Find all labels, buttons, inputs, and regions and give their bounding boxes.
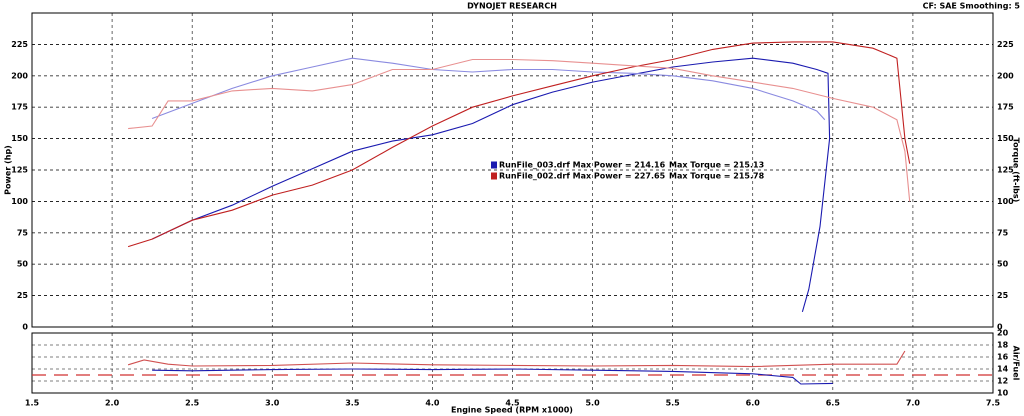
data-line [151,57,826,121]
tick-label: 18 [997,341,1009,350]
tick-label: 100 [11,197,28,206]
data-line [128,58,911,202]
tick-label: 75 [997,228,1009,237]
legend-swatch [491,172,497,180]
x-tick-label: 7.5 [986,399,1001,408]
x-tick-label: 6.0 [746,399,761,408]
tick-label: 0 [22,323,28,332]
tick-label: 0 [997,323,1003,332]
tick-label: 175 [997,103,1014,112]
x-tick-label: 2.5 [185,399,200,408]
tick-label: 14 [997,365,1009,374]
legend-label: RunFile_002.drf Max Power = 227.65 [499,172,666,181]
tick-label: 150 [11,134,28,143]
x-tick-label: 1.5 [25,399,40,408]
tick-label: 225 [11,40,28,49]
x-tick-label: 4.5 [505,399,520,408]
tick-label: 125 [997,166,1014,175]
tick-label: 25 [17,291,29,300]
data-line [151,57,831,313]
x-tick-label: 5.0 [585,399,600,408]
tick-label: 16 [997,353,1009,362]
data-line [127,350,906,368]
legend-torque: Max Torque = 215.13 [669,161,764,170]
data-line [127,41,911,248]
x-tick-label: 6.5 [826,399,841,408]
tick-label: 12 [997,377,1008,386]
tick-label: 200 [11,71,28,80]
x-axis-label: Engine Speed (RPM x1000) [451,406,573,415]
tick-label: 75 [17,228,29,237]
chart-subtitle: CF: SAE Smoothing: 5 [923,2,1021,11]
x-tick-label: 3.0 [265,399,280,408]
legend-label: RunFile_003.drf Max Power = 214.16 [499,161,666,170]
tick-label: 25 [997,291,1009,300]
tick-label: 50 [17,260,29,269]
tick-label: 175 [11,103,28,112]
tick-label: 200 [997,71,1014,80]
tick-label: 225 [997,40,1014,49]
x-tick-label: 3.5 [345,399,360,408]
data-line [152,368,833,385]
y2-axis-label: Torque (ft-lbs) [1012,138,1021,203]
tick-label: 50 [997,260,1009,269]
x-tick-label: 4.0 [425,399,440,408]
tick-label: 150 [997,134,1014,143]
tick-label: 125 [11,166,28,175]
legend-torque: Max Torque = 215.78 [669,172,765,181]
afr-axis-label: Air/Fuel [1012,346,1021,381]
tick-label: 20 [997,329,1009,338]
x-tick-label: 2.0 [105,399,120,408]
tick-label: 10 [997,389,1009,398]
chart-title: DYNOJET RESEARCH [467,2,557,11]
tick-label: 100 [997,197,1014,206]
x-tick-label: 7.0 [906,399,921,408]
x-tick-label: 5.5 [666,399,681,408]
legend-swatch [491,161,497,169]
y-axis-label: Power (hp) [4,145,13,195]
